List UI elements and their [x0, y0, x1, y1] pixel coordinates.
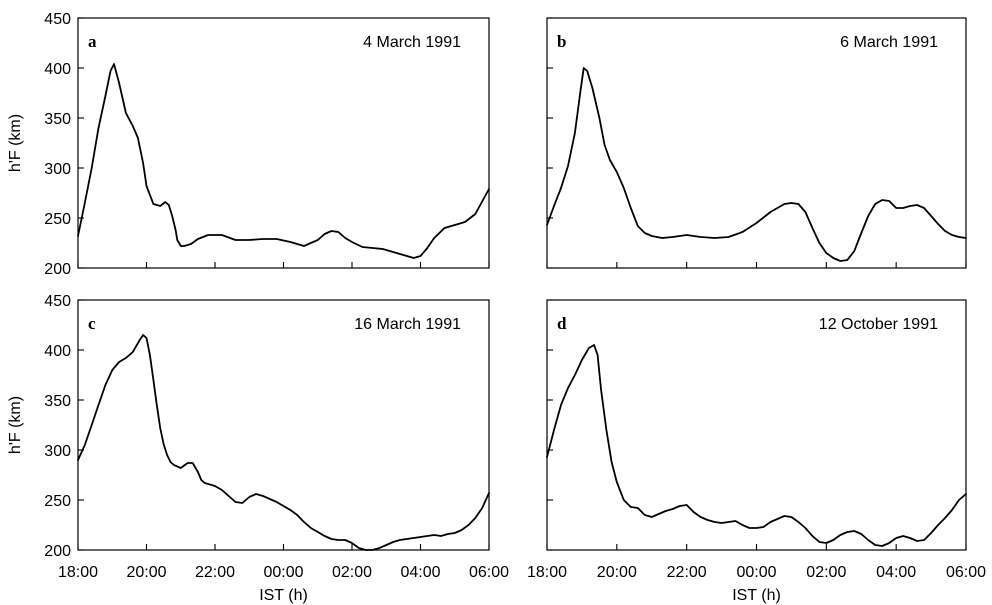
hf-series-line-a	[77, 63, 490, 259]
hf-series-line-d	[546, 344, 967, 547]
x-tick-label: 00:00	[736, 564, 776, 581]
hf-series-line-c	[77, 334, 490, 551]
x-tick-label: 06:00	[946, 564, 986, 581]
hf-series-line-b	[546, 67, 967, 262]
panel-title-b: 6 March 1991	[840, 34, 938, 51]
x-tick-label: 04:00	[400, 564, 440, 581]
panel-letter-c: c	[88, 314, 96, 333]
y-tick-label: 300	[44, 443, 71, 460]
y-axis-label: h'F (km)	[7, 114, 24, 172]
panel-title-d: 12 October 1991	[819, 316, 938, 333]
panel-title-c: 16 March 1991	[354, 316, 461, 333]
panel-frame-d	[546, 299, 967, 551]
panel-frame-b	[546, 17, 967, 269]
x-tick-label: 22:00	[195, 564, 235, 581]
y-tick-label: 400	[44, 343, 71, 360]
y-tick-label: 250	[44, 493, 71, 510]
y-tick-label: 300	[44, 161, 71, 178]
x-tick-label: 02:00	[806, 564, 846, 581]
x-tick-label: 02:00	[332, 564, 372, 581]
x-tick-label: 18:00	[527, 564, 567, 581]
x-tick-label: 06:00	[469, 564, 509, 581]
y-tick-label: 350	[44, 111, 71, 128]
panel-letter-d: d	[557, 314, 567, 333]
y-axis-label: h'F (km)	[7, 396, 24, 454]
y-tick-label: 250	[44, 211, 71, 228]
x-tick-label: 00:00	[263, 564, 303, 581]
x-tick-label: 20:00	[126, 564, 166, 581]
x-tick-label: 20:00	[597, 564, 637, 581]
x-axis-label: IST (h)	[259, 587, 308, 604]
y-tick-label: 450	[44, 11, 71, 28]
panel-frame-c	[77, 299, 490, 551]
panel-title-a: 4 March 1991	[363, 34, 461, 51]
y-tick-label: 450	[44, 293, 71, 310]
x-tick-label: 04:00	[876, 564, 916, 581]
x-tick-label: 18:00	[58, 564, 98, 581]
y-tick-label: 200	[44, 261, 71, 278]
y-tick-label: 200	[44, 543, 71, 560]
x-axis-label: IST (h)	[732, 587, 781, 604]
panel-letter-a: a	[88, 32, 97, 51]
x-tick-label: 22:00	[667, 564, 707, 581]
y-tick-label: 400	[44, 61, 71, 78]
y-tick-label: 350	[44, 393, 71, 410]
panel-letter-b: b	[557, 32, 566, 51]
